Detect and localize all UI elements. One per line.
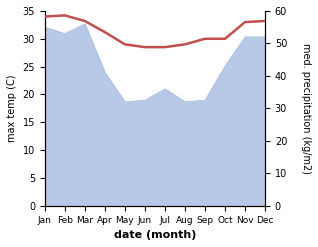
- Y-axis label: med. precipitation (kg/m2): med. precipitation (kg/m2): [301, 43, 311, 174]
- Y-axis label: max temp (C): max temp (C): [7, 75, 17, 142]
- X-axis label: date (month): date (month): [114, 230, 196, 240]
